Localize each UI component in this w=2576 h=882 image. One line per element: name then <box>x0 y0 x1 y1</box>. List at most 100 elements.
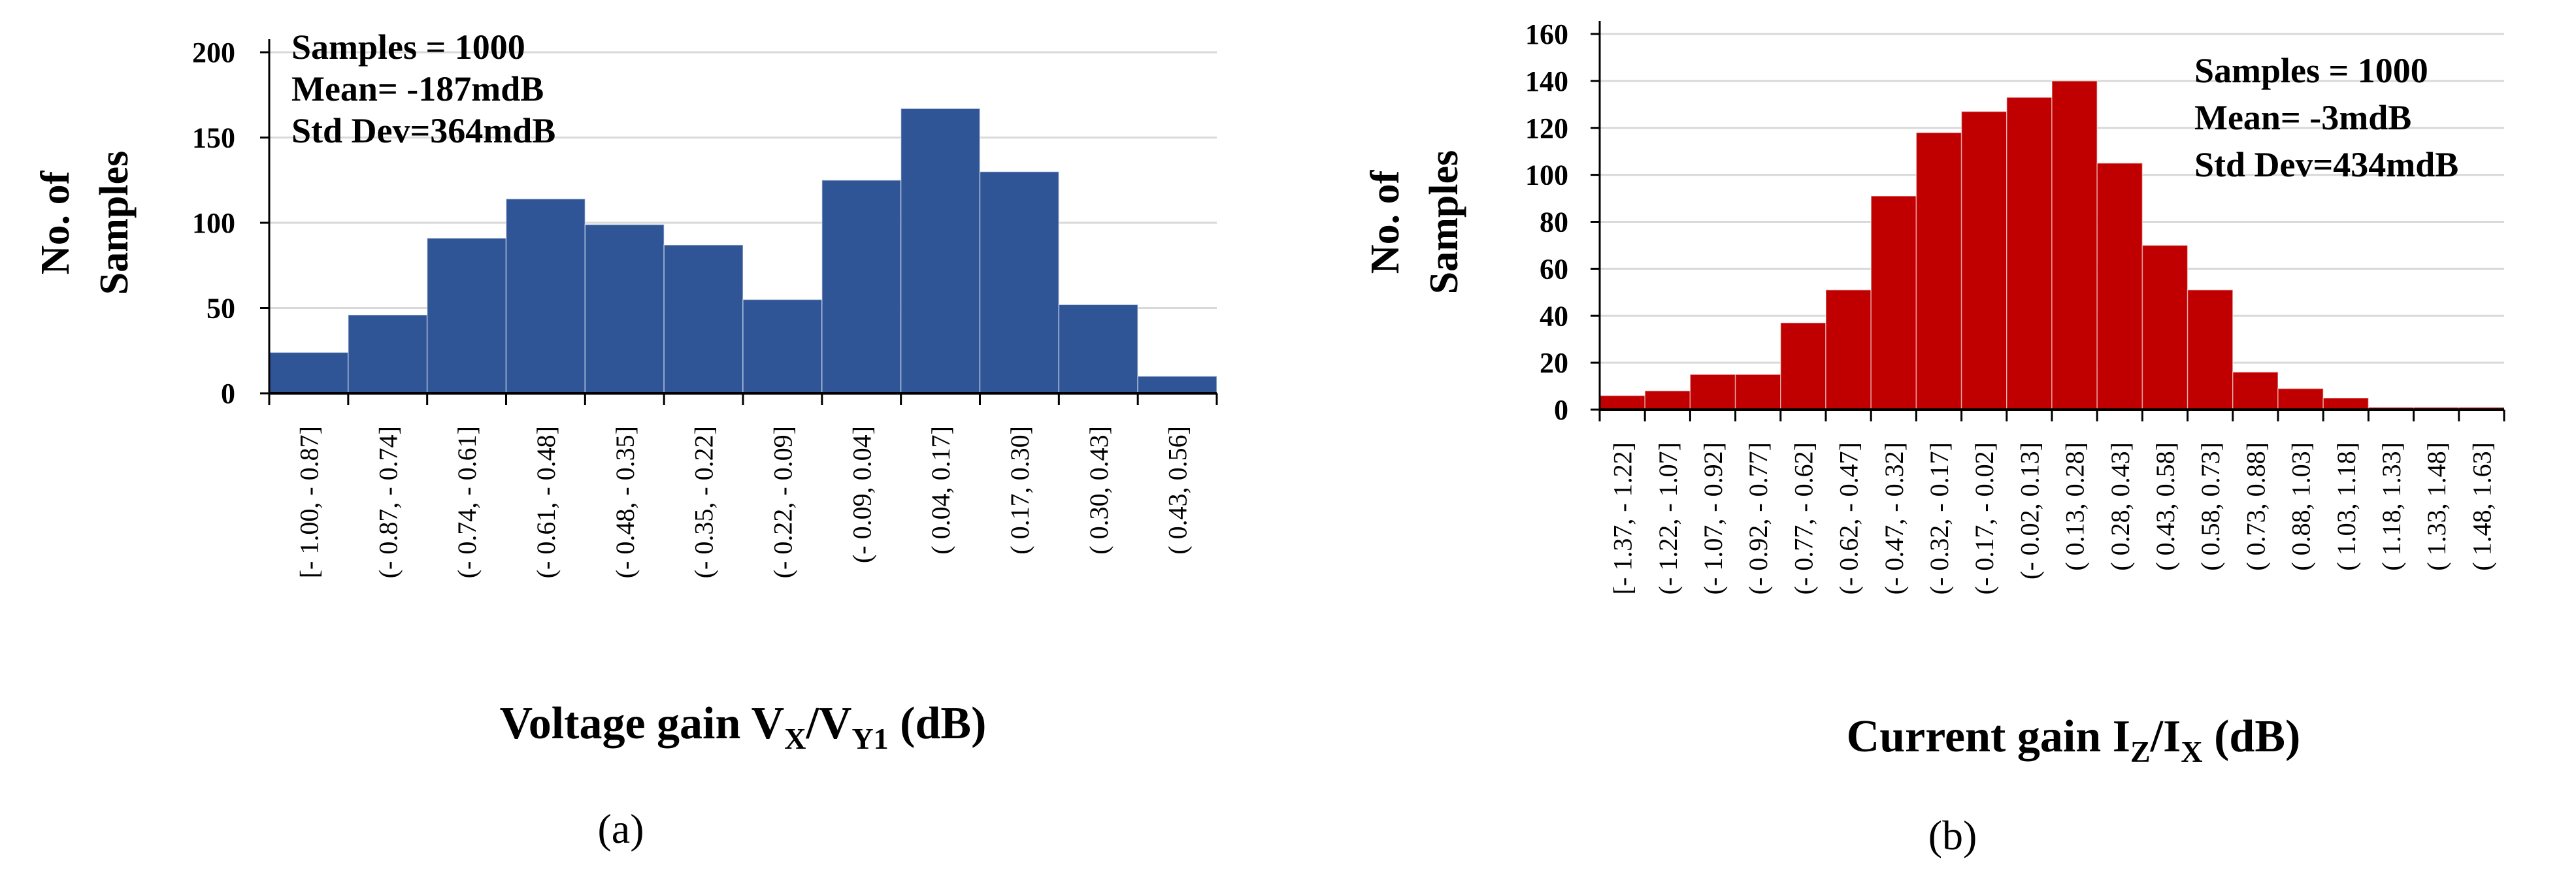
x-category-label: (- 0.09, 0.04] <box>847 426 876 563</box>
histogram-bar <box>505 198 586 394</box>
histogram-bar <box>1058 304 1138 394</box>
histogram-bar <box>2277 387 2324 410</box>
histogram-bar <box>1644 390 1691 410</box>
x-category-label: ( 0.13, 0.28] <box>2060 442 2090 571</box>
x-category-label: ( 0.43, 0.58] <box>2151 442 2180 571</box>
x-axis-title: Voltage gain VX/VY1 (dB) <box>500 698 987 755</box>
histogram-bar <box>1689 374 1736 410</box>
y-axis-title: No. of Samples <box>33 151 137 295</box>
y-axis-title-line: Samples <box>1422 150 1466 294</box>
stats-annotation-line: Mean= -187mdB <box>291 69 544 108</box>
histogram-bar <box>663 244 744 394</box>
histogram-bar <box>1734 374 1781 410</box>
y-tick-label: 80 <box>1540 206 1568 238</box>
figure-caption: (b) <box>1928 812 1977 858</box>
x-axis-title-part: (dB) <box>2203 711 2301 762</box>
x-category-label: (- 0.87, - 0.74] <box>373 426 403 578</box>
y-axis-title-line: Samples <box>92 151 137 295</box>
x-category-label: ( 0.17, 0.30] <box>1005 426 1034 555</box>
y-axis-title-line: No. of <box>1363 169 1408 274</box>
x-axis-title-part: /I <box>2150 711 2181 762</box>
x-axis-title-part: /V <box>805 698 851 749</box>
histogram-bar <box>821 180 902 394</box>
histogram-bar <box>2322 397 2370 410</box>
histogram-bar <box>584 223 665 394</box>
x-category-label: ( 0.58, 0.73] <box>2196 442 2225 571</box>
x-category-label: ( 1.18, 1.33] <box>2377 442 2406 571</box>
x-category-label: (- 0.22, - 0.09] <box>768 426 797 578</box>
histogram-bar <box>1825 289 1872 410</box>
x-axis-title-part: (dB) <box>889 698 987 749</box>
y-tick-label: 160 <box>1525 18 1568 50</box>
histogram-bar <box>348 314 428 394</box>
histogram-bar <box>2051 80 2098 410</box>
x-category-label: (- 0.74, - 0.61] <box>452 426 482 578</box>
x-category-label: (- 0.35, - 0.22] <box>689 426 719 578</box>
y-tick-label: 0 <box>221 378 235 410</box>
histogram-bar <box>2187 289 2234 410</box>
histogram-bar <box>426 237 507 394</box>
x-category-label: (- 0.17, - 0.02] <box>1970 442 1999 595</box>
y-tick-label: 150 <box>192 122 235 154</box>
stats-annotation-line: Std Dev=434mdB <box>2194 145 2458 184</box>
histogram-bar <box>2006 97 2053 410</box>
y-tick-label: 0 <box>1554 394 1568 426</box>
histogram-bar <box>1915 132 1962 410</box>
histogram-bar <box>1960 110 2007 410</box>
y-tick-label: 60 <box>1540 253 1568 285</box>
x-axis-title-part: Current gain I <box>1847 711 2130 762</box>
x-category-label: (- 0.48, - 0.35] <box>610 426 640 578</box>
stats-annotation-line: Std Dev=364mdB <box>291 111 555 150</box>
y-tick-label: 200 <box>192 37 235 69</box>
histogram-bar <box>2232 371 2279 410</box>
x-category-label: (- 0.32, - 0.17] <box>1924 442 1954 595</box>
y-tick-label: 140 <box>1525 65 1568 97</box>
x-category-label: ( 0.04, 0.17] <box>926 426 955 555</box>
x-axis-title: Current gain IZ/IX (dB) <box>1847 711 2301 768</box>
histogram-bar <box>742 299 823 394</box>
stats-annotation-line: Samples = 1000 <box>291 27 525 67</box>
histogram-bar <box>1780 322 1826 410</box>
y-tick-label: 120 <box>1525 112 1568 144</box>
x-category-label: (- 1.22, - 1.07] <box>1653 442 1683 595</box>
y-tick-label: 100 <box>1525 159 1568 191</box>
stats-annotation-line: Samples = 1000 <box>2194 51 2428 90</box>
x-category-label: ( 0.43, 0.56] <box>1163 426 1193 555</box>
x-category-label: (- 0.77, - 0.62] <box>1789 442 1818 595</box>
histogram-bar <box>269 351 349 394</box>
x-category-label: ( 0.30, 0.43] <box>1084 426 1114 555</box>
x-category-label: ( 1.48, 1.63] <box>2467 442 2496 571</box>
x-axis-title-subscript: Y1 <box>851 722 888 755</box>
chart-b-current-gain-histogram: 0 20 40 60 80 100 120 140 160 [- 1.37, - 1.22] (- … <box>1363 18 2505 858</box>
x-category-label: (- 0.62, - 0.47] <box>1834 442 1864 595</box>
x-axis-title-subscript: X <box>2181 735 2202 768</box>
x-axis-title-subscript: X <box>784 722 806 755</box>
histogram-bar <box>1599 395 1645 410</box>
x-category-label: ( 1.03, 1.18] <box>2332 442 2361 571</box>
x-category-label: ( 0.73, 0.88] <box>2241 442 2270 571</box>
x-category-label: [- 1.00, - 0.87] <box>294 426 323 578</box>
histogram-bar <box>2096 162 2143 410</box>
x-category-label: (- 0.92, - 0.77] <box>1743 442 1773 595</box>
histogram-bar <box>1137 376 1217 394</box>
y-tick-label: 50 <box>206 293 235 325</box>
y-axis-title: No. of Samples <box>1363 150 1466 294</box>
x-category-label: ( 1.33, 1.48] <box>2422 442 2451 571</box>
chart-a-voltage-gain-histogram: 0 50 100 150 200 [- 1.00, - 0.87] (- 0.87, - 0… <box>33 27 1218 852</box>
y-axis-title-line: No. of <box>33 170 78 274</box>
x-category-label: [- 1.37, - 1.22] <box>1608 442 1638 595</box>
x-category-label: ( 0.88, 1.03] <box>2287 442 2316 571</box>
x-category-label: (- 0.61, - 0.48] <box>531 426 561 578</box>
histogram-bar <box>1870 195 1917 410</box>
stats-annotation-line: Mean= -3mdB <box>2194 98 2411 137</box>
figure-caption: (a) <box>597 806 644 852</box>
y-tick-label: 100 <box>192 207 235 239</box>
histogram-bar <box>2141 244 2188 410</box>
x-category-label: (- 0.02, 0.13] <box>2015 442 2044 580</box>
y-tick-label: 20 <box>1540 347 1568 379</box>
x-category-label: (- 1.07, - 0.92] <box>1698 442 1728 595</box>
y-tick-label: 40 <box>1540 300 1568 332</box>
x-axis-title-part: Voltage gain V <box>500 698 785 749</box>
histogram-bar <box>979 171 1060 394</box>
